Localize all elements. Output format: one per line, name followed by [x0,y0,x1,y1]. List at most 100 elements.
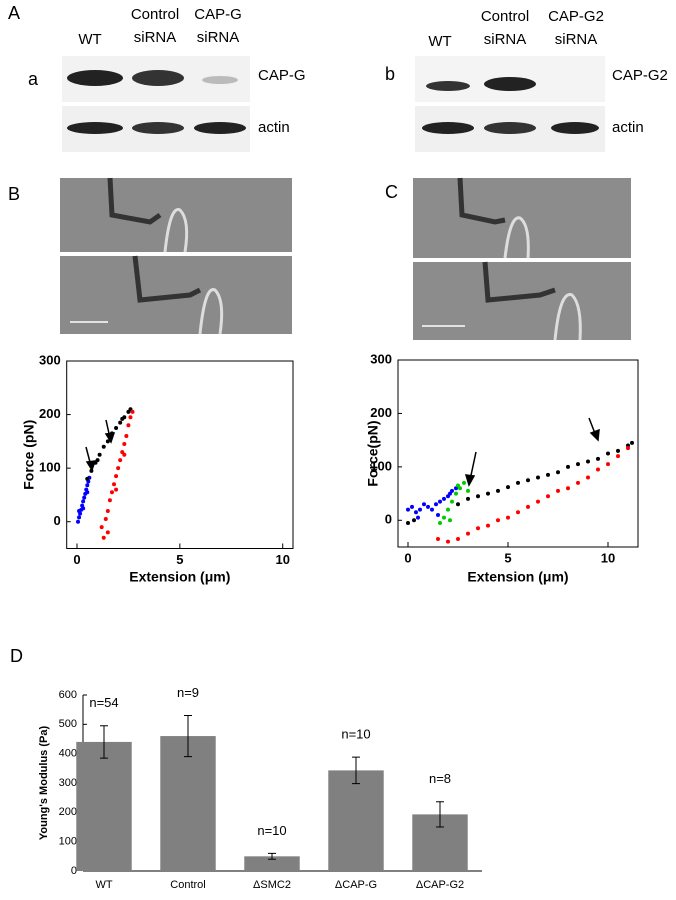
point [116,466,121,471]
point [566,464,570,469]
annotation: n=9 [177,685,199,700]
point [85,490,90,495]
error-bar [352,756,360,785]
lane-label: Control [481,8,529,25]
point [596,456,600,461]
x-tick-label: WT [95,879,112,891]
point [128,415,133,420]
point [76,519,81,524]
point [466,531,470,536]
point [114,487,119,492]
x-tick-label: 0 [404,550,411,565]
point [536,499,540,504]
point [81,506,86,511]
point [430,507,434,512]
y-tick-label: 400 [59,748,77,760]
point [526,478,530,483]
point [109,490,114,495]
point [566,486,570,491]
point [596,467,600,472]
y-axis-label: Force(pN) [365,420,381,486]
point [107,498,112,503]
point [107,434,112,438]
point [101,535,106,540]
point [536,475,540,480]
point [546,494,550,499]
y-tick-label: 200 [59,806,77,818]
point [466,488,470,493]
x-tick-label: ΔCAP-G [335,879,377,891]
blot-image [415,56,605,152]
point [82,495,87,500]
point [112,482,117,487]
y-axis-label: Young's Modulus (Pa) [38,726,50,841]
point [105,530,110,535]
point [456,483,460,488]
point [414,510,418,515]
point [85,483,90,488]
lane-label: CAP-G [194,6,242,23]
panel-label: C [385,182,398,202]
error-bar [268,852,276,860]
point [576,462,580,467]
point [406,520,410,525]
point [454,491,458,496]
point [422,502,426,507]
y-tick-label: 300 [39,352,61,367]
point [406,507,410,512]
point [586,459,590,464]
point [630,440,634,445]
y-tick-label: 0 [385,512,392,527]
y-tick-label: 200 [39,406,61,421]
annotation: n=54 [89,695,118,710]
annotation: n=10 [257,823,286,838]
point [456,536,460,541]
point [118,420,123,425]
point [516,480,520,485]
lane-label: WT [428,33,451,50]
point [450,499,454,504]
point [442,496,446,501]
lane-label: siRNA [197,29,240,46]
bar [328,770,384,871]
lane-label: CAP-G2 [548,8,604,25]
point [476,494,480,499]
panel-label: D [10,646,23,666]
x-tick-label: 0 [73,552,80,567]
x-axis-label: Extension (μm) [129,569,230,585]
row-label: actin [258,119,290,136]
y-tick-label: 300 [59,777,77,789]
point [586,475,590,480]
error-bar [436,801,444,828]
row-label: CAP-G [258,67,306,84]
point [436,512,440,517]
y-tick-label: 100 [59,836,77,848]
point [436,536,440,541]
point [606,451,610,456]
point [606,462,610,467]
y-axis-label: Force (pN) [21,420,37,490]
point [576,480,580,485]
lane-label: WT [78,31,101,48]
y-tick-label: 200 [370,405,392,420]
plot-frame [397,359,639,548]
y-tick-label: 0 [71,865,77,877]
annotation: n=8 [429,771,451,786]
y-tick-label: 500 [59,718,77,730]
bar [160,736,216,871]
point [446,507,450,512]
lane-label: siRNA [555,31,598,48]
bar [76,741,132,871]
row-label: CAP-G2 [612,67,668,84]
point [496,518,500,523]
point [130,409,135,414]
point [124,434,129,438]
point [126,423,131,428]
point [546,472,550,477]
x-axis-label: Extension (μm) [467,569,568,585]
point [496,488,500,493]
point [456,502,460,507]
lane-label: Control [131,6,179,23]
point [122,442,127,447]
point [486,523,490,528]
